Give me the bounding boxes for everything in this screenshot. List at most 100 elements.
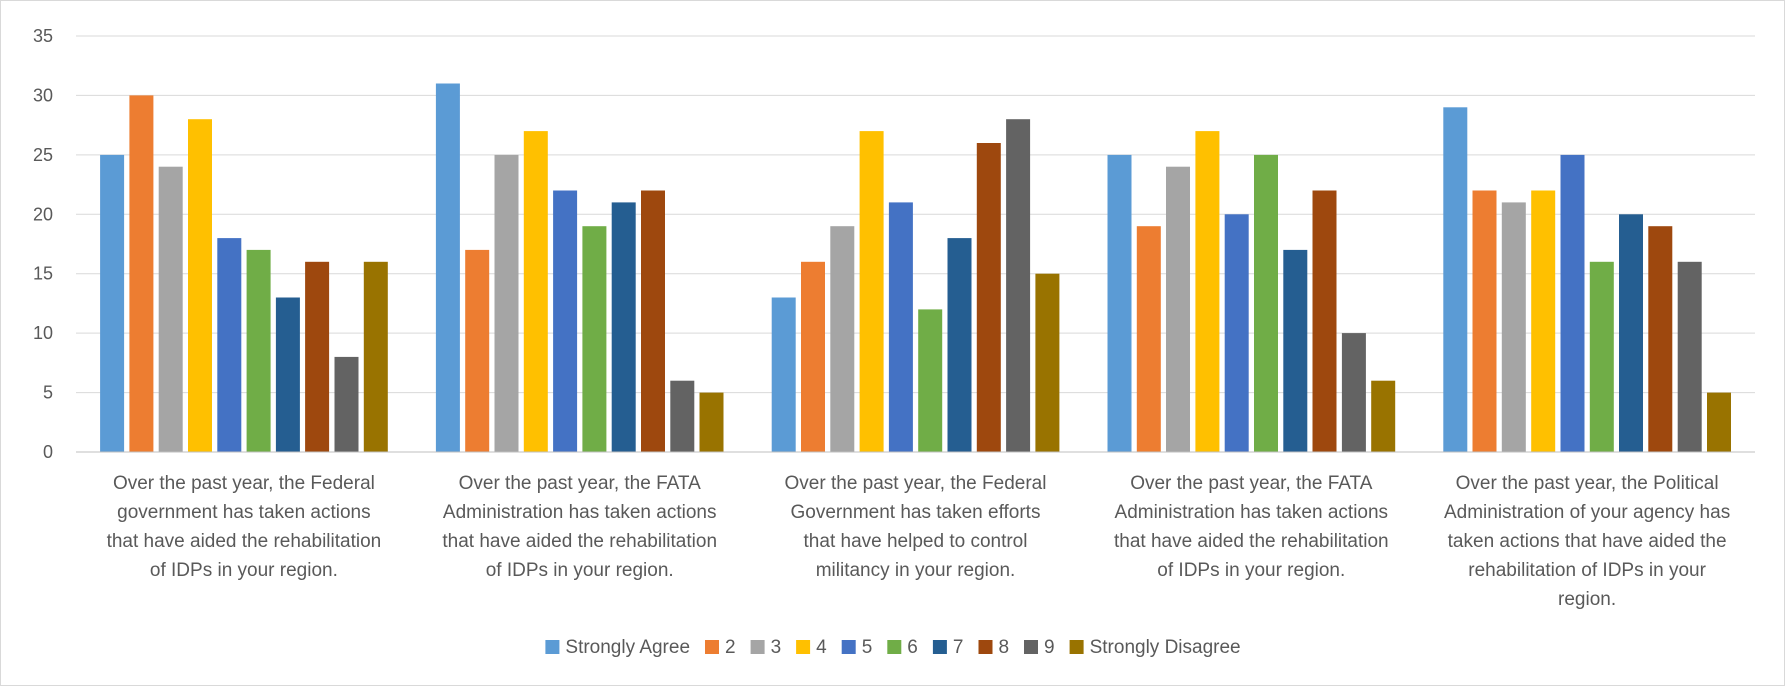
legend-label: 4 [816,637,827,658]
x-category-label-line: government has taken actions [117,502,371,523]
legend-item: 4 [796,637,827,658]
bar [1648,226,1673,452]
bar [334,356,359,452]
legend-label: Strongly Disagree [1090,637,1241,658]
legend-label: 7 [953,637,964,658]
bar [1443,107,1468,453]
legend-label: Strongly Agree [565,637,690,658]
y-tick-label: 15 [33,264,53,284]
bar [1035,273,1060,452]
bar [494,154,519,452]
bar [217,238,242,452]
bar [1619,214,1643,452]
x-category-label-line: that have helped to control [804,531,1028,552]
x-category-label-line: of IDPs in your region. [150,560,338,581]
y-tick-label: 25 [33,145,53,165]
legend-swatch [1024,640,1038,654]
bar [1677,261,1702,452]
x-axis-category-labels: Over the past year, the Federal governmen… [107,473,1731,610]
bar [859,131,884,452]
legend-swatch [978,640,993,654]
bar [553,190,578,452]
bar [830,226,855,452]
legend-label: 9 [1044,637,1055,658]
legend-item: 6 [887,637,918,658]
bar [1006,119,1031,452]
x-category-label: Over the past year, the FATA Administrati… [442,473,717,581]
bar [1531,190,1556,452]
legend-swatch [1069,640,1084,654]
legend-item: 9 [1024,637,1055,658]
bar [1589,261,1614,452]
legend-swatch [796,640,811,654]
bar [582,226,607,452]
x-category-label-line: militancy in your region. [816,560,1016,581]
bar [523,131,548,452]
x-category-label-line: Over the past year, the Federal [785,473,1047,494]
bar [771,297,796,452]
bar [699,392,724,452]
bar [670,380,695,452]
bar [1472,190,1497,452]
bar [465,249,490,452]
x-category-label-line: region. [1558,589,1616,610]
legend-item: 5 [841,637,873,658]
x-category-label-line: Over the past year, the Political [1456,473,1719,494]
x-category-label-line: that have aided the rehabilitation [442,531,717,552]
bar [1312,190,1337,452]
legend: Strongly Agree 2 3 4 5 6 7 8 9 Strongly Disagree [545,637,1241,658]
bar [1254,154,1278,452]
legend-swatch [705,640,719,654]
bar [435,83,460,452]
legend-swatch [887,640,902,654]
y-tick-label: 35 [33,26,53,46]
legend-swatch [932,640,947,654]
bar [275,297,300,452]
x-category-label-line: rehabilitation of IDPs in your [1468,560,1706,581]
x-category-label: Over the past year, the Federal governmen… [107,473,382,581]
x-category-label-line: Government has taken efforts [791,502,1041,523]
y-axis-tick-labels: 0 5 10 15 20 25 30 35 [33,26,53,462]
y-tick-label: 20 [33,204,53,224]
bar [305,261,330,452]
x-category-label-line: Administration of your agency has [1444,502,1730,523]
bar [1195,131,1220,452]
gridlines [76,35,1755,394]
y-tick-label: 30 [33,85,53,105]
bar [246,249,271,452]
legend-label: 3 [771,637,782,658]
bar [1283,249,1308,452]
x-category-label-line: taken actions that have aided the [1448,531,1727,552]
x-category-label-line: Over the past year, the FATA [1130,473,1373,494]
bar [976,143,1001,452]
legend-item: Strongly Disagree [1069,637,1241,658]
bar [611,202,636,452]
bar [1371,380,1396,452]
bar [1136,226,1161,452]
legend-label: 5 [862,637,873,658]
legend-item: Strongly Agree [545,637,690,658]
x-category-label-line: Administration has taken actions [443,502,717,523]
bar [100,154,125,452]
bar [1341,333,1366,452]
x-category-label: Over the past year, the Political Adminis… [1444,473,1730,610]
x-category-label-line: Administration has taken actions [1115,502,1389,523]
x-category-label-line: Over the past year, the Federal [113,473,375,494]
bar [947,238,972,452]
legend-swatch [841,640,856,654]
legend-label: 2 [725,637,736,658]
legend-label: 6 [907,637,918,658]
legend-item: 2 [705,637,736,658]
bar [1501,202,1526,452]
bar [188,119,212,452]
x-category-label: Over the past year, the FATA Administrati… [1114,473,1389,581]
x-category-label-line: of IDPs in your region. [1157,560,1345,581]
y-tick-label: 0 [43,442,53,462]
legend-item: 3 [750,637,782,658]
legend-label: 8 [999,637,1010,658]
y-tick-label: 10 [33,323,53,343]
y-tick-label: 5 [43,383,53,403]
legend-item: 8 [978,637,1010,658]
